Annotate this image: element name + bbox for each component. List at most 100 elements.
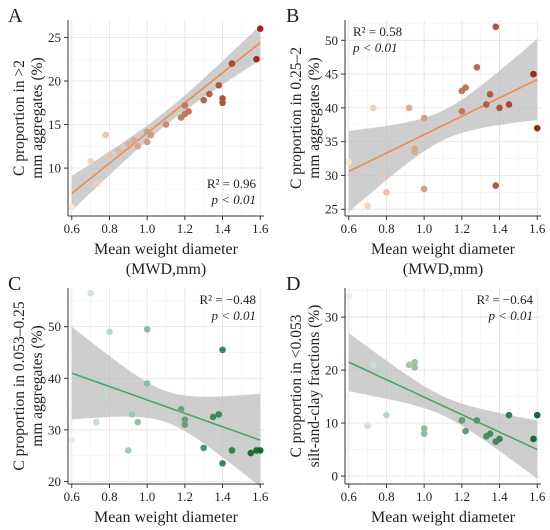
r-squared-annotation: R² = −0.64 bbox=[477, 292, 534, 307]
y-tick-label: 30 bbox=[48, 422, 61, 437]
data-point bbox=[379, 369, 386, 377]
data-point bbox=[462, 427, 469, 435]
y-tick-label: 40 bbox=[48, 371, 61, 386]
data-point bbox=[87, 157, 94, 165]
y-tick-label: 25 bbox=[48, 30, 61, 45]
x-tick-label: 1.6 bbox=[252, 489, 269, 504]
data-point bbox=[181, 102, 189, 109]
y-axis-title: C proportion in <0.053 bbox=[288, 314, 305, 457]
y-tick-label: 30 bbox=[325, 310, 338, 325]
data-point bbox=[405, 361, 413, 369]
y-tick-label: 40 bbox=[325, 100, 338, 115]
x-tick-label: 1.6 bbox=[529, 221, 546, 236]
r-squared-annotation: R² = 0.58 bbox=[353, 24, 402, 39]
data-point bbox=[533, 411, 541, 419]
x-tick-label: 1.4 bbox=[214, 221, 231, 236]
data-point bbox=[219, 460, 226, 467]
data-point bbox=[143, 325, 151, 333]
y-axis-title: C proportion in >2 bbox=[11, 60, 28, 176]
data-point bbox=[530, 435, 537, 443]
regression-line bbox=[348, 361, 538, 451]
x-axis-title: Mean weight diameter bbox=[94, 241, 239, 258]
data-point bbox=[247, 449, 255, 457]
data-point bbox=[87, 289, 94, 297]
data-point bbox=[215, 82, 223, 89]
data-point bbox=[219, 99, 226, 107]
x-tick-label: 1.2 bbox=[177, 221, 193, 236]
data-point bbox=[177, 405, 185, 413]
panel-d: 0.6 0.8 1.0 1.2 1.4 1.6 0 10 20 30 Mean weight dia… bbox=[286, 273, 546, 530]
data-point bbox=[102, 131, 109, 139]
y-tick-label: 25 bbox=[325, 202, 338, 217]
data-point bbox=[411, 364, 419, 371]
x-tick-label: 0.6 bbox=[341, 489, 358, 504]
data-point bbox=[420, 185, 428, 193]
data-point bbox=[92, 418, 100, 426]
x-tick-label: 1.6 bbox=[529, 489, 546, 504]
y-tick-label: 10 bbox=[48, 161, 61, 176]
x-tick-label: 1.0 bbox=[416, 489, 432, 504]
data-point bbox=[134, 418, 142, 426]
data-point bbox=[115, 147, 123, 154]
data-point bbox=[486, 91, 494, 98]
x-tick-label: 1.0 bbox=[416, 221, 432, 236]
y-tick-label: 20 bbox=[48, 73, 61, 88]
data-point bbox=[458, 107, 466, 115]
data-point bbox=[256, 447, 264, 454]
regression-line bbox=[348, 78, 538, 173]
data-point bbox=[473, 417, 481, 424]
x-tick-label: 1.4 bbox=[491, 221, 508, 236]
y-tick-label: 10 bbox=[325, 416, 338, 431]
x-tick-label: 1.2 bbox=[177, 489, 193, 504]
y-tick-label: 30 bbox=[325, 168, 338, 183]
data-point bbox=[143, 138, 151, 146]
y-axis-title: C proportion in 0.053–0.25 bbox=[11, 301, 28, 470]
data-point bbox=[215, 411, 223, 418]
y-tick-label: 35 bbox=[325, 134, 338, 149]
p-value-annotation: p < 0.01 bbox=[487, 308, 533, 323]
p-value-annotation: p < 0.01 bbox=[210, 308, 256, 323]
data-point bbox=[420, 114, 428, 122]
data-point bbox=[185, 108, 192, 115]
data-point bbox=[411, 148, 419, 156]
data-point bbox=[483, 101, 490, 108]
data-point bbox=[505, 101, 513, 108]
y-tick-label: 0 bbox=[332, 469, 339, 484]
y-axis-title: C proportion in 0.25–2 bbox=[288, 47, 305, 189]
y-axis-title-unit: mm aggregates (%) bbox=[306, 57, 323, 178]
data-point bbox=[496, 104, 503, 112]
x-tick-label: 1.4 bbox=[491, 489, 508, 504]
data-point bbox=[181, 421, 189, 428]
data-point bbox=[209, 413, 217, 421]
data-point bbox=[253, 55, 260, 63]
x-axis-title: Mean weight diameter bbox=[371, 241, 516, 258]
y-tick-label: 15 bbox=[48, 117, 61, 132]
x-tick-label: 1.2 bbox=[454, 489, 470, 504]
data-point bbox=[143, 380, 151, 387]
x-axis-title: Mean weight diameter bbox=[94, 509, 239, 526]
data-point bbox=[92, 180, 100, 188]
x-tick-label: 1.0 bbox=[139, 489, 155, 504]
data-point bbox=[181, 416, 189, 423]
data-point bbox=[496, 435, 503, 443]
x-axis-title-unit: (MWD,mm) bbox=[403, 261, 483, 278]
data-point bbox=[147, 131, 155, 139]
data-point bbox=[411, 358, 419, 366]
data-point bbox=[462, 84, 469, 91]
data-point bbox=[345, 292, 353, 300]
data-point bbox=[533, 124, 541, 132]
y-tick-label: 45 bbox=[325, 67, 338, 82]
data-point bbox=[505, 411, 513, 419]
regression-line bbox=[71, 42, 261, 194]
x-tick-label: 0.6 bbox=[341, 221, 358, 236]
data-point bbox=[228, 447, 236, 454]
data-point bbox=[405, 104, 413, 112]
panel-label: B bbox=[286, 5, 299, 27]
x-tick-label: 1.4 bbox=[214, 489, 231, 504]
data-point bbox=[134, 143, 142, 150]
data-point bbox=[420, 430, 428, 437]
x-tick-label: 0.6 bbox=[64, 221, 81, 236]
data-point bbox=[128, 411, 136, 418]
y-axis-title-unit: silt-and-clay fractions (%) bbox=[306, 305, 323, 468]
